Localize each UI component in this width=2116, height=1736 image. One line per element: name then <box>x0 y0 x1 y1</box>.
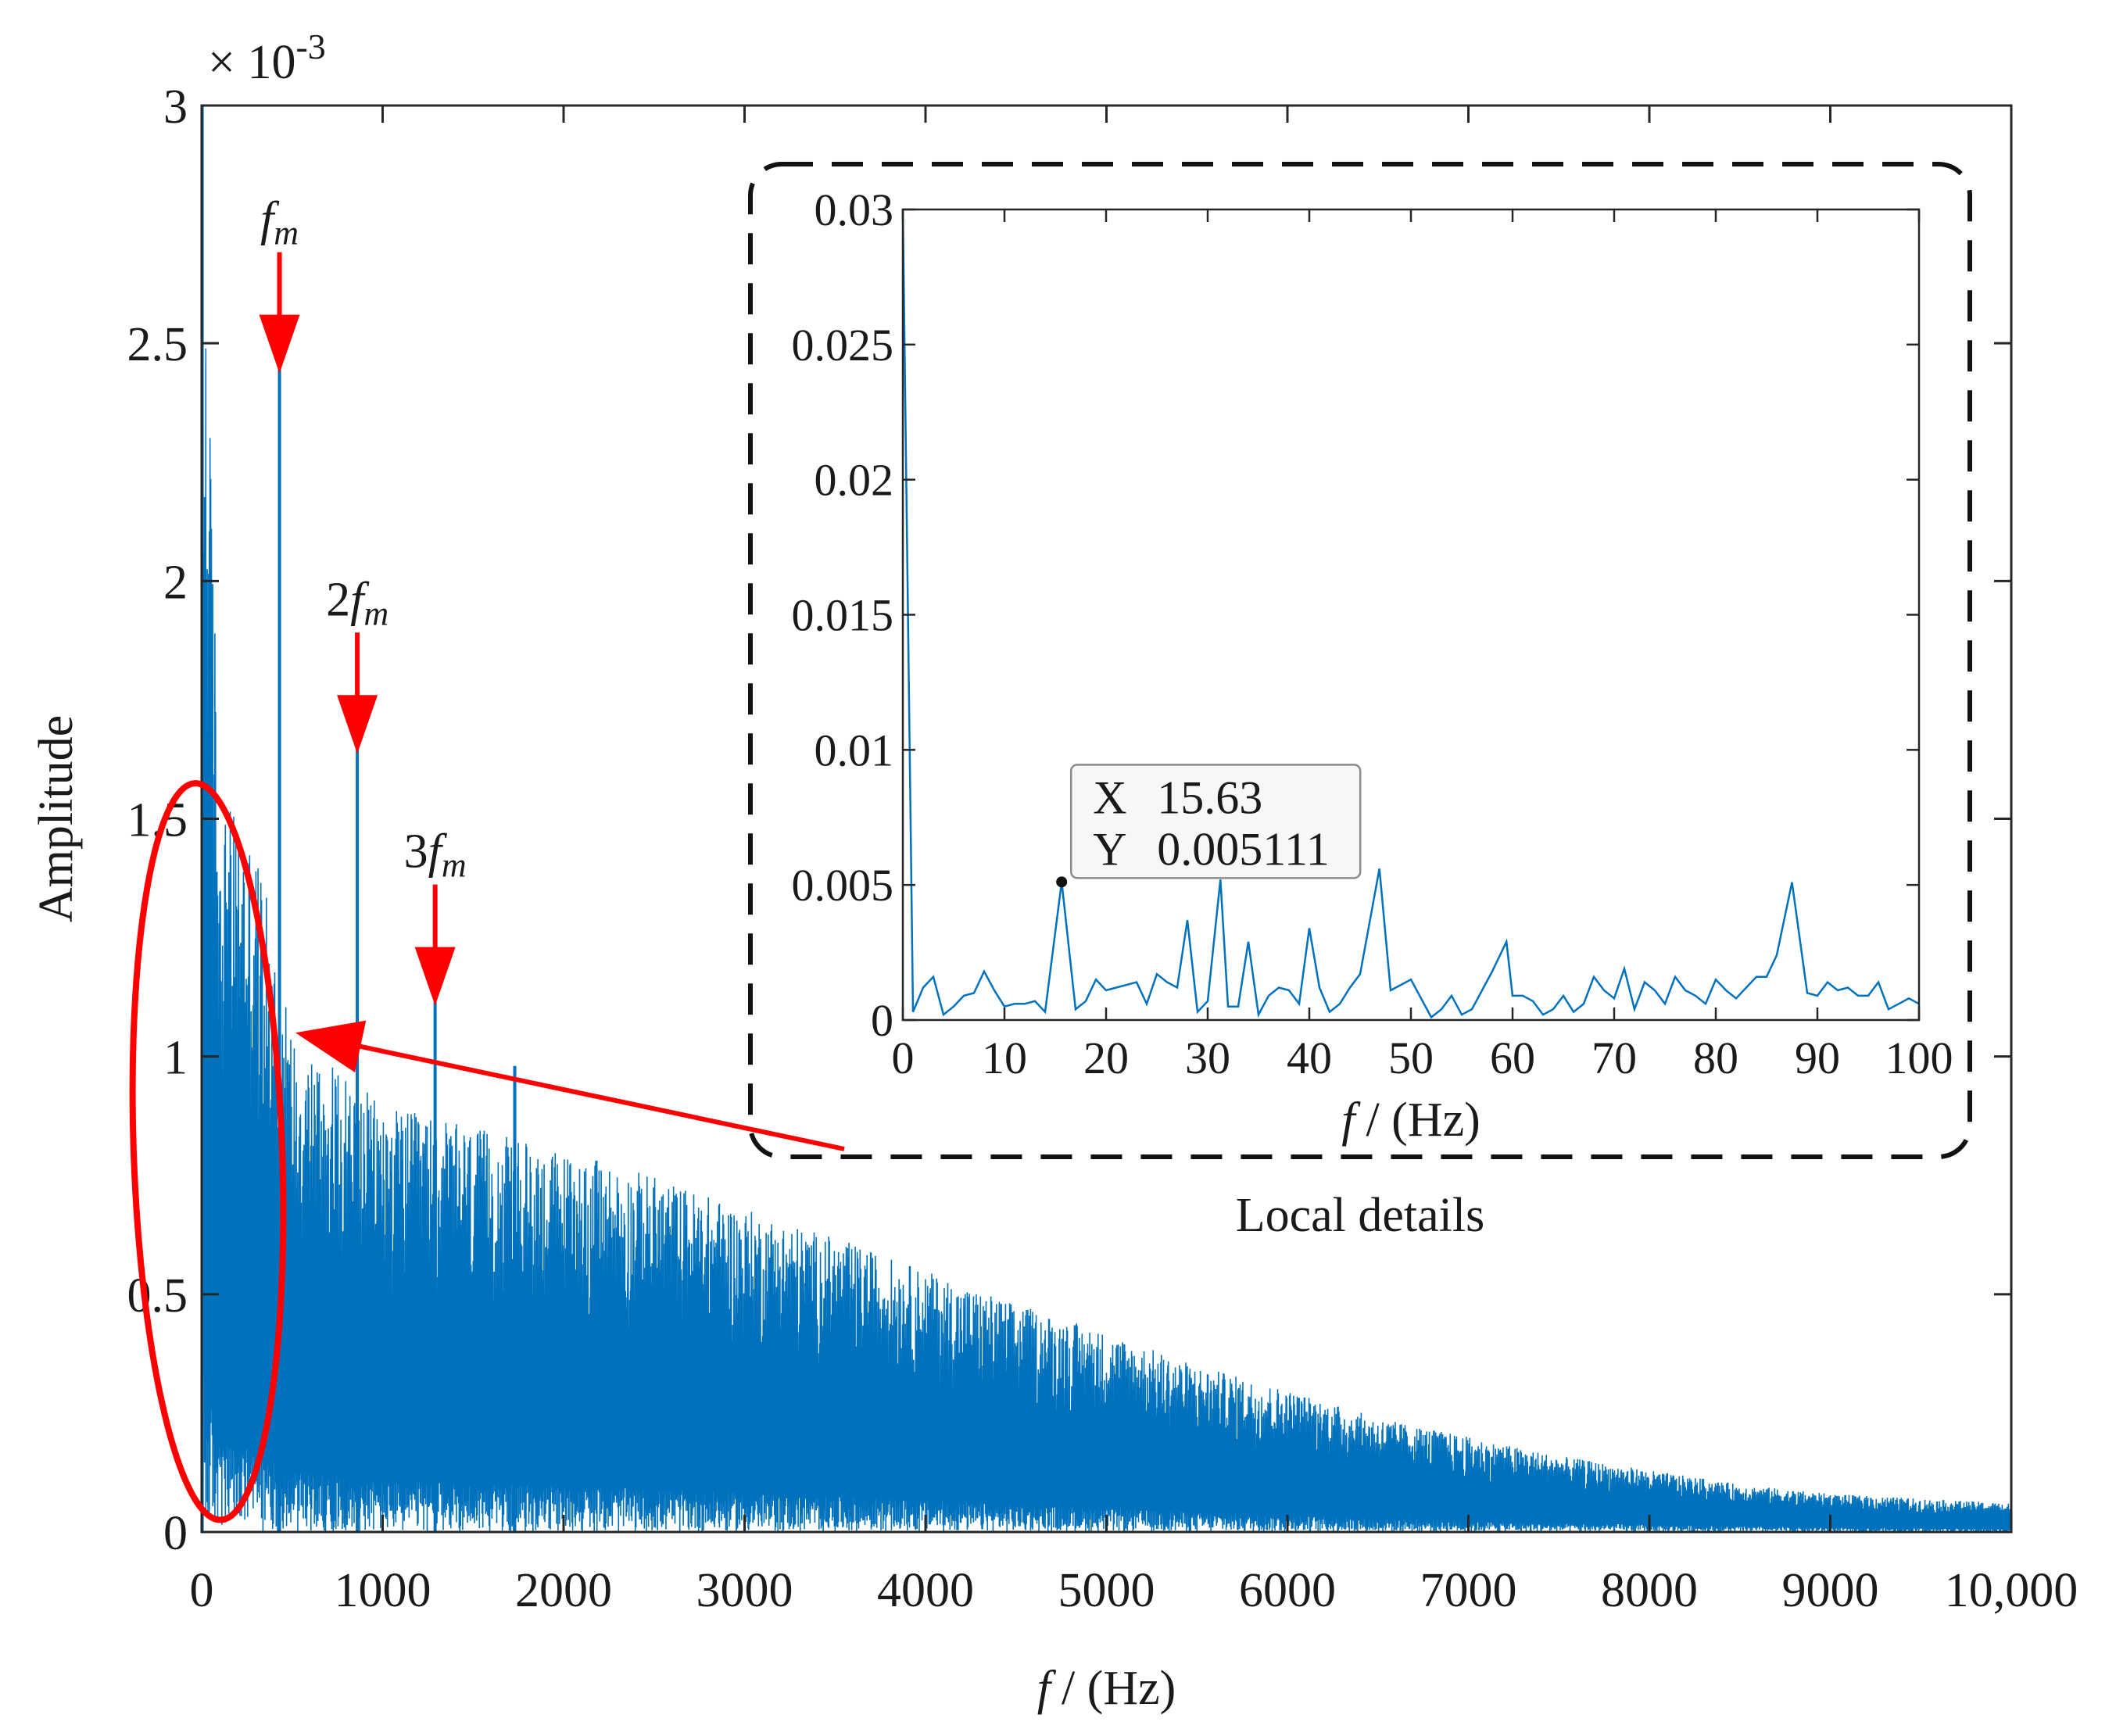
x-tick-label: 0 <box>190 1564 214 1617</box>
inset-spectrum-path <box>901 209 1920 1019</box>
inset-x-tick-label: 10 <box>982 1033 1027 1083</box>
y-tick-label: 2 <box>163 556 188 609</box>
harmonic-label: fm <box>260 193 299 252</box>
y-tick-label: 1 <box>163 1032 188 1085</box>
x-tick-label: 2000 <box>515 1564 612 1617</box>
harmonic-label-multiple: 2 <box>326 573 350 626</box>
inset-y-tick-label: 0.025 <box>792 320 894 370</box>
main-axis-tick-labels: 0 1000 2000 3000 4000 5000 6000 7000 8000 9000 10,… <box>127 81 2078 1617</box>
inset-x-tick-label: 20 <box>1083 1033 1129 1083</box>
inset-title: Local details <box>1236 1189 1484 1242</box>
inset-x-tick-label: 60 <box>1490 1033 1535 1083</box>
x-tick-label: 3000 <box>696 1564 793 1617</box>
x-tick-label: 8000 <box>1601 1564 1698 1617</box>
x-tick-label: 7000 <box>1420 1564 1517 1617</box>
x-axis-unit: / (Hz) <box>1062 1662 1176 1715</box>
x-tick-label: 9000 <box>1782 1564 1879 1617</box>
y-axis-title: Amplitude <box>30 715 83 922</box>
inset-y-tick-label: 0 <box>871 995 893 1046</box>
x-tick-label: 10,000 <box>1945 1564 2078 1617</box>
datatip-marker <box>1056 876 1068 888</box>
inset-x-tick-label: 70 <box>1591 1033 1637 1083</box>
inset-spectrum-line <box>901 209 1920 1019</box>
harmonic-arrow-head <box>414 947 456 1006</box>
datatip-y-label: Y <box>1093 823 1126 875</box>
main-axis-ticks <box>200 104 2013 1534</box>
datatip-x-value: 15.63 <box>1157 771 1262 823</box>
inset-x-tick-label: 100 <box>1885 1033 1953 1083</box>
inset-y-tick-label: 0.02 <box>815 455 894 506</box>
x-tick-label: 5000 <box>1058 1564 1155 1617</box>
inset-axis-ticks <box>901 208 1921 1022</box>
y-exponent-power: -3 <box>295 27 325 66</box>
datatip: X 15.63 Y 0.005111 <box>1056 764 1362 888</box>
inset-x-tick-label: 50 <box>1388 1033 1434 1083</box>
y-tick-label: 0.5 <box>127 1269 188 1323</box>
inset-x-tick-label: 0 <box>892 1033 915 1083</box>
datatip-y-value: 0.005111 <box>1157 823 1330 875</box>
harmonic-label-multiple: 3 <box>404 825 428 879</box>
datatip-x-label: X <box>1093 771 1126 823</box>
harmonic-arrow-head <box>337 695 378 754</box>
datatip-box <box>1069 764 1362 879</box>
inset-x-axis-unit: / (Hz) <box>1366 1094 1480 1147</box>
inset-dashed-border <box>748 162 1972 1159</box>
y-tick-label: 0 <box>163 1507 188 1560</box>
zoom-pointer-arrow <box>295 1020 845 1151</box>
harmonic-label-subscript: m <box>274 214 299 252</box>
x-tick-label: 4000 <box>877 1564 974 1617</box>
inset-background <box>903 209 1919 1020</box>
harmonic-label-subscript: m <box>442 847 467 885</box>
inset-x-tick-label: 90 <box>1795 1033 1840 1083</box>
inset-y-tick-label: 0.01 <box>815 725 894 775</box>
x-tick-label: 1000 <box>335 1564 431 1617</box>
harmonic-label-subscript: m <box>363 594 388 632</box>
y-tick-label: 3 <box>163 81 188 134</box>
inset-x-tick-label: 40 <box>1287 1033 1332 1083</box>
inset-y-tick-label: 0.015 <box>792 590 894 641</box>
inset-y-tick-label: 0.03 <box>815 184 894 235</box>
y-exponent-base: × 10 <box>208 36 295 89</box>
harmonic-arrow-head <box>259 314 300 374</box>
inset-x-tick-label: 30 <box>1185 1033 1230 1083</box>
main-spectrum-path <box>201 105 2012 1533</box>
pointer-arrow-shaft <box>360 1043 845 1151</box>
low-frequency-highlight-ellipse <box>129 780 287 1523</box>
y-exponent-label: × 10-3 <box>208 27 326 90</box>
inset-axis-tick-labels: 0 10 20 30 40 50 60 70 80 90 100 0 0.005 0.01 0.015 0.0… <box>792 184 1953 1083</box>
pointer-arrow-head <box>295 1020 367 1073</box>
inset-y-tick-label: 0.005 <box>792 860 894 911</box>
y-tick-label: 2.5 <box>127 318 188 371</box>
inset-x-tick-label: 80 <box>1693 1033 1738 1083</box>
x-tick-label: 6000 <box>1239 1564 1336 1617</box>
